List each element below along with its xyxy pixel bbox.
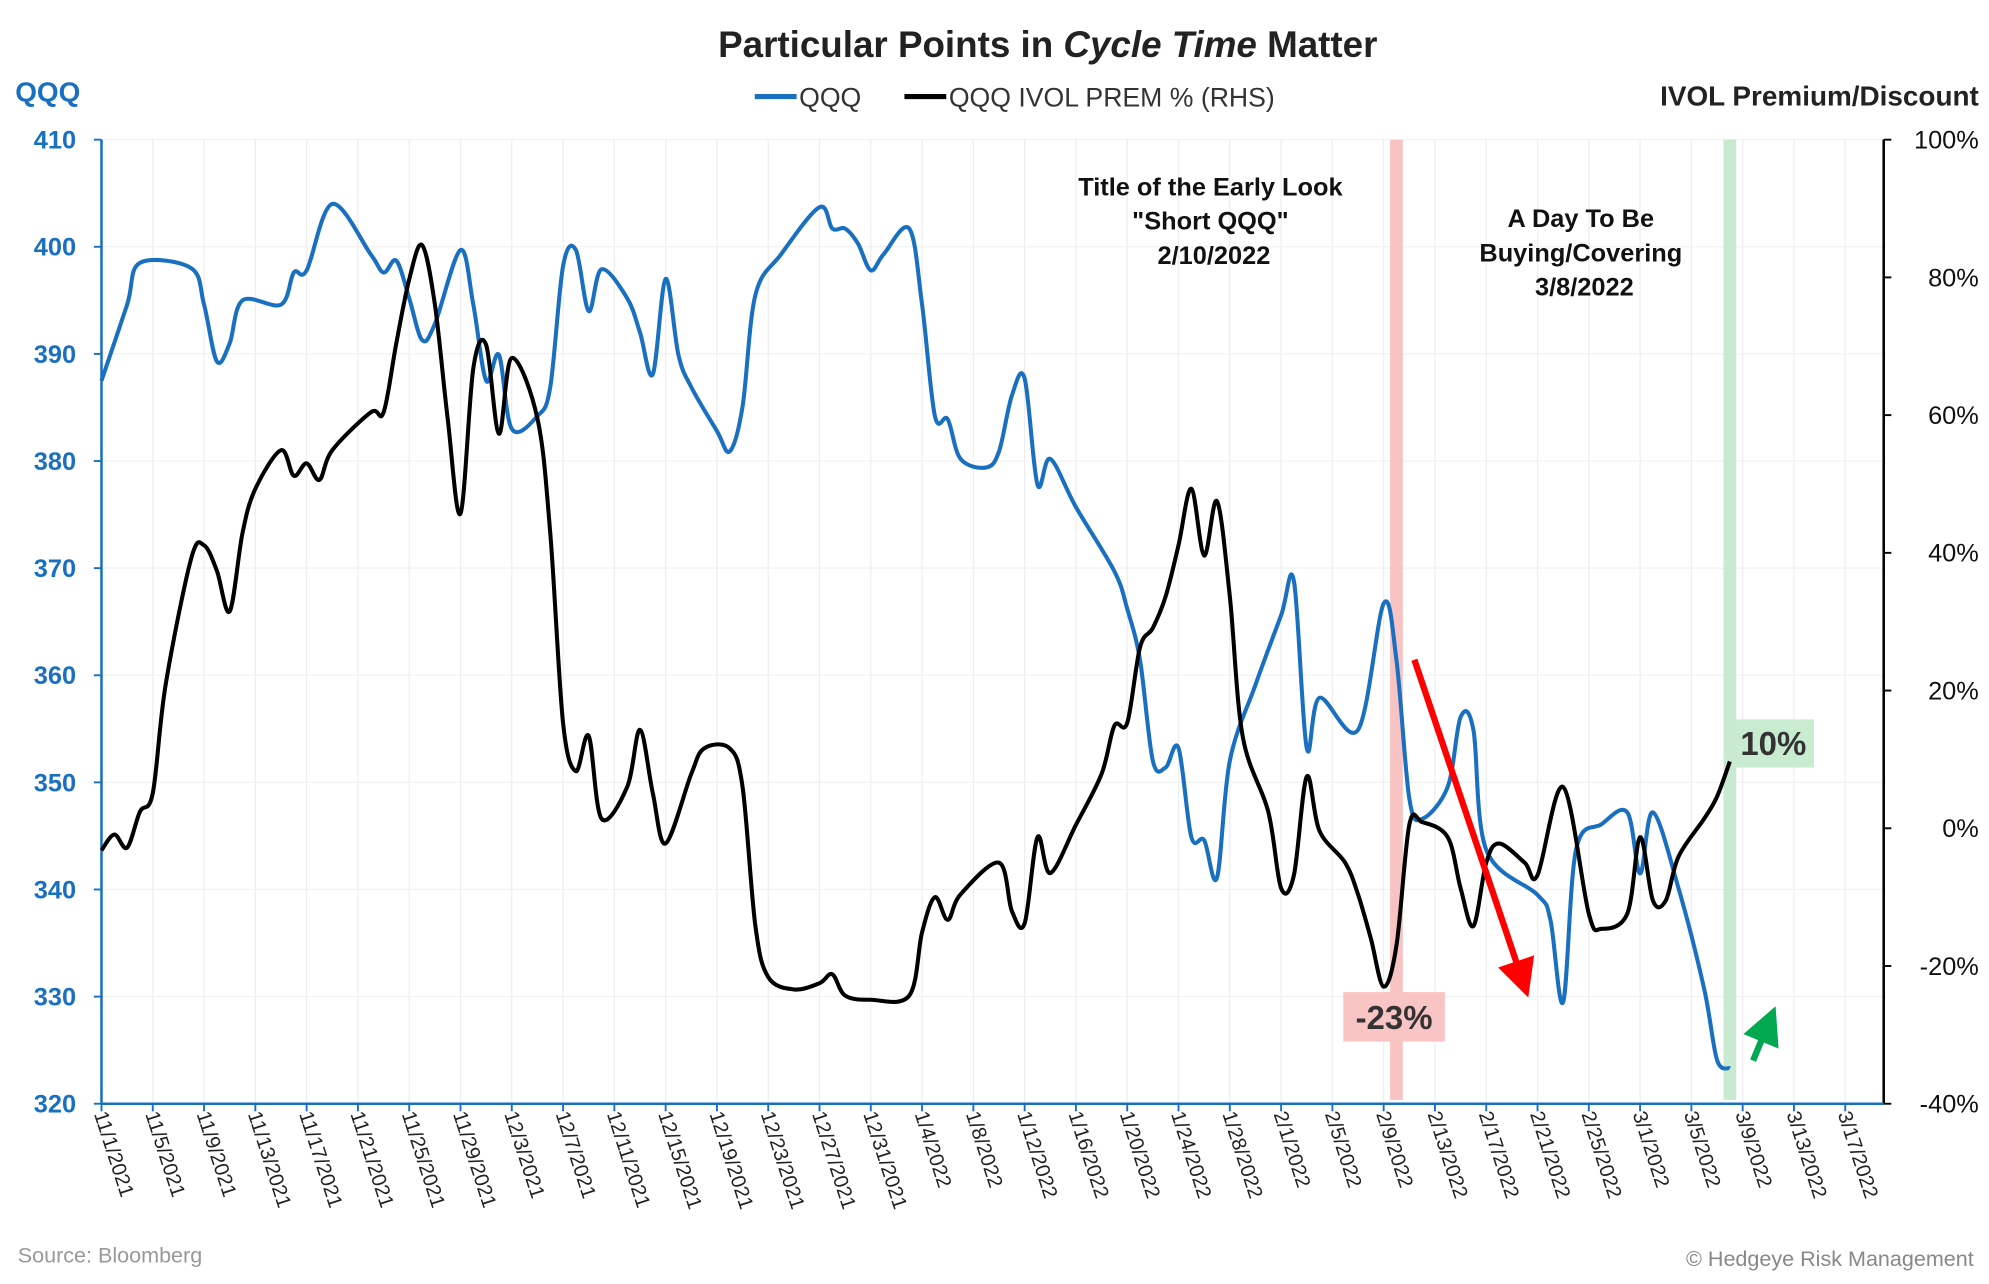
x-tick-label: 1/24/2022 bbox=[1166, 1109, 1215, 1202]
y-right-tick-label: 40% bbox=[1928, 540, 1979, 568]
x-tick-label: 11/17/2021 bbox=[294, 1109, 346, 1211]
x-tick-label: 2/13/2022 bbox=[1423, 1109, 1472, 1202]
y-left-tick-label: 400 bbox=[34, 234, 76, 262]
y-left-tick-label: 370 bbox=[34, 555, 76, 583]
right-axis-label: IVOL Premium/Discount bbox=[1660, 80, 1979, 111]
y-right-tick-label: -40% bbox=[1920, 1091, 1979, 1119]
down-arrow bbox=[1411, 658, 1535, 998]
x-tick-label: 11/29/2021 bbox=[448, 1109, 500, 1211]
x-tick-label: 12/19/2021 bbox=[705, 1109, 757, 1212]
low-label-box bbox=[1343, 992, 1445, 1042]
y-left-tick-label: 340 bbox=[34, 876, 76, 904]
y-left-tick-label: 390 bbox=[34, 341, 76, 369]
x-tick-label: 3/9/2022 bbox=[1730, 1109, 1775, 1191]
legend: QQQ QQQ IVOL PREM % (RHS) bbox=[754, 83, 1275, 113]
early-look-note: Title of the Early Look "Short QQQ" 2/10… bbox=[1078, 173, 1350, 269]
x-tick-label: 1/12/2022 bbox=[1012, 1109, 1061, 1202]
y-left-tick-label: 320 bbox=[34, 1091, 76, 1119]
x-tick-label: 3/13/2022 bbox=[1782, 1109, 1831, 1202]
low-label: -23% bbox=[1356, 999, 1433, 1036]
x-tick-label: 3/1/2022 bbox=[1628, 1109, 1673, 1191]
x-tick-label: 1/28/2022 bbox=[1217, 1109, 1266, 1202]
x-tick-label: 1/16/2022 bbox=[1064, 1109, 1113, 1202]
x-tick-label: 12/15/2021 bbox=[653, 1109, 705, 1212]
x-tick-label: 1/4/2022 bbox=[910, 1109, 955, 1191]
x-tick-label: 12/23/2021 bbox=[756, 1109, 808, 1212]
x-tick-label: 11/1/2021 bbox=[89, 1109, 137, 1200]
credit-note: © Hedgeye Risk Management bbox=[1686, 1246, 1974, 1271]
y-left-tick-label: 350 bbox=[34, 769, 76, 797]
x-tick-label: 12/31/2021 bbox=[858, 1109, 910, 1212]
source-note: Source: Bloomberg bbox=[18, 1242, 202, 1267]
y-left-tick-label: 330 bbox=[34, 983, 76, 1011]
x-tick-label: 1/20/2022 bbox=[1115, 1109, 1164, 1202]
x-tick-label: 12/27/2021 bbox=[807, 1109, 859, 1212]
high-label-box bbox=[1732, 719, 1814, 768]
axes: 11/1/2021 11/5/2021 11/9/2021 11/13/2021 11/… bbox=[34, 127, 1979, 1212]
highlight-band-2022-02-10 bbox=[1390, 139, 1403, 1100]
x-tick-label: 11/13/2021 bbox=[243, 1109, 295, 1211]
x-tick-label: 11/5/2021 bbox=[140, 1109, 188, 1200]
legend-label-ivol: QQQ IVOL PREM % (RHS) bbox=[949, 83, 1275, 113]
x-tick-label: 2/1/2022 bbox=[1269, 1109, 1314, 1191]
high-label: 10% bbox=[1740, 725, 1806, 762]
buy-day-note: A Day To Be Buying/Covering 3/8/2022 bbox=[1479, 205, 1689, 301]
y-left-tick-label: 380 bbox=[34, 448, 76, 476]
highlight-bands bbox=[1390, 139, 1737, 1100]
y-right-tick-label: 80% bbox=[1928, 264, 1979, 292]
x-tick-label: 1/8/2022 bbox=[961, 1109, 1006, 1191]
up-arrow bbox=[1743, 1006, 1779, 1062]
x-tick-label: 2/5/2022 bbox=[1320, 1109, 1365, 1191]
y-right-tick-label: -20% bbox=[1920, 953, 1979, 981]
x-tick-label: 12/11/2021 bbox=[602, 1109, 654, 1211]
series-line-qqq bbox=[99, 201, 1731, 1071]
y-right-tick-label: 60% bbox=[1928, 402, 1979, 430]
y-left-tick-label: 360 bbox=[34, 662, 76, 690]
y-right-tick-label: 100% bbox=[1914, 127, 1979, 155]
x-tick-label: 3/5/2022 bbox=[1679, 1109, 1724, 1191]
x-tick-label: 11/25/2021 bbox=[397, 1109, 449, 1211]
x-tick-label: 12/7/2021 bbox=[551, 1109, 600, 1202]
x-tick-label: 2/17/2022 bbox=[1474, 1109, 1523, 1202]
y-left-tick-label: 410 bbox=[34, 127, 76, 155]
y-right-tick-label: 0% bbox=[1942, 815, 1979, 843]
chart-title: Particular Points in Cycle Time Matter bbox=[718, 24, 1377, 65]
x-tick-label: 2/25/2022 bbox=[1576, 1109, 1625, 1202]
x-tick-label: 2/9/2022 bbox=[1371, 1109, 1416, 1191]
y-right-tick-label: 20% bbox=[1928, 677, 1979, 705]
x-tick-label: 11/21/2021 bbox=[346, 1109, 398, 1211]
annotations: Title of the Early Look "Short QQQ" 2/10… bbox=[1078, 173, 1814, 1062]
x-tick-label: 3/17/2022 bbox=[1833, 1109, 1882, 1202]
left-axis-label: QQQ bbox=[15, 77, 80, 108]
series-line-ivol bbox=[99, 242, 1732, 1004]
highlight-band-2022-03-08 bbox=[1723, 139, 1737, 1100]
grid bbox=[100, 139, 1884, 1105]
x-tick-label: 11/9/2021 bbox=[192, 1109, 240, 1200]
x-tick-label: 2/21/2022 bbox=[1525, 1109, 1574, 1202]
x-tick-label: 12/3/2021 bbox=[499, 1109, 548, 1202]
legend-label-qqq: QQQ bbox=[799, 83, 861, 113]
